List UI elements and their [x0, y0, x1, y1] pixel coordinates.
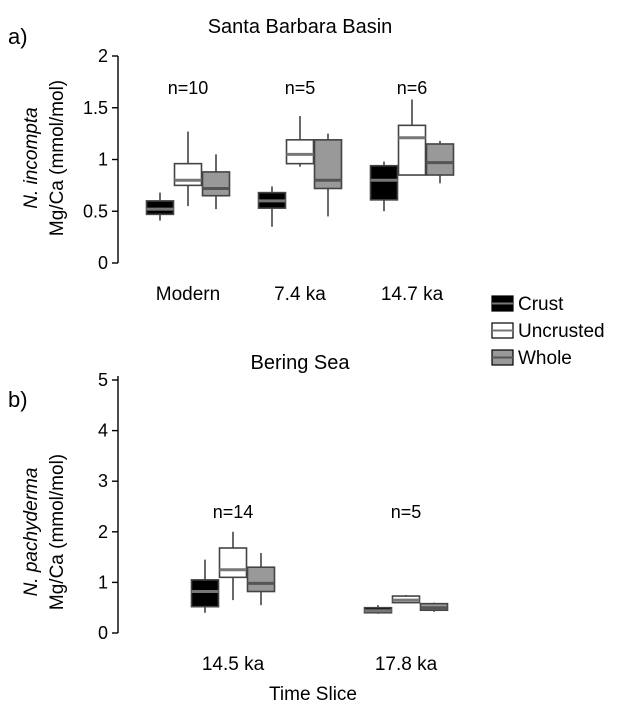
- box-whole-2: [425, 140, 455, 184]
- box-iqr: [369, 164, 399, 201]
- box-crust-1: [257, 186, 287, 227]
- legend-label-crust: Crust: [518, 294, 564, 315]
- n-label: n=5: [285, 78, 316, 98]
- box-crust-2: [369, 161, 399, 212]
- panel-a-ylabel-species: N. incompta: [21, 107, 42, 208]
- panel-b-xlabel: Time Slice: [269, 684, 357, 705]
- y-tick-label: 2: [98, 522, 108, 542]
- box-whole-1: [313, 133, 343, 217]
- box-iqr: [173, 162, 203, 187]
- box-iqr: [218, 547, 248, 579]
- box-iqr: [425, 143, 455, 176]
- y-tick-label: 4: [98, 421, 108, 441]
- box-whole-0: [246, 553, 276, 606]
- panel-b-ylabel-unit: Mg/Ca (mmol/mol): [47, 454, 68, 610]
- y-tick-label: 1: [98, 150, 108, 170]
- box-uncrusted-1: [391, 595, 421, 604]
- panel-b-boxes: [190, 531, 449, 614]
- y-tick-label: 0.5: [83, 201, 108, 221]
- box-crust-1: [363, 605, 393, 614]
- y-tick-label: 2: [98, 46, 108, 66]
- panel-a-n-labels: n=10 n=5 n=6: [168, 78, 428, 98]
- x-category-label: Modern: [156, 284, 220, 305]
- y-tick-label: 0: [98, 623, 108, 643]
- legend: Crust Uncrusted Whole: [491, 294, 605, 369]
- panel-a-boxes: [145, 99, 455, 227]
- x-category-label: 17.8 ka: [375, 654, 438, 675]
- box-crust-0: [190, 559, 220, 613]
- legend-label-uncrusted: Uncrusted: [518, 321, 605, 342]
- panel-a-label: a): [8, 24, 28, 49]
- box-uncrusted-0: [218, 531, 248, 601]
- panel-b-title: Bering Sea: [251, 352, 351, 374]
- panel-b: b) Bering Sea N. pachyderma Mg/Ca (mmol/…: [8, 352, 449, 705]
- box-uncrusted-0: [173, 131, 203, 207]
- y-tick-label: 1.5: [83, 98, 108, 118]
- box-iqr: [201, 171, 231, 197]
- box-crust-0: [145, 192, 175, 221]
- panel-b-y-ticks: 0 1 2 3 4 5: [98, 370, 118, 643]
- x-category-label: 7.4 ka: [274, 284, 326, 305]
- n-label: n=10: [168, 78, 209, 98]
- panel-a: a) Santa Barbara Basin N. incompta Mg/Ca…: [8, 16, 455, 305]
- panel-a-ylabel-unit: Mg/Ca (mmol/mol): [47, 80, 68, 236]
- box-iqr: [285, 139, 315, 165]
- box-iqr: [397, 124, 427, 176]
- box-iqr: [246, 566, 276, 593]
- legend-label-whole: Whole: [518, 348, 572, 369]
- panel-b-ylabel-species: N. pachyderma: [21, 468, 42, 597]
- panel-b-x-categories: 14.5 ka 17.8 ka: [202, 654, 438, 675]
- box-uncrusted-1: [285, 116, 315, 167]
- n-label: n=6: [397, 78, 428, 98]
- panel-a-y-ticks: 0 0.5 1 1.5 2: [83, 46, 118, 273]
- y-tick-label: 3: [98, 471, 108, 491]
- panel-b-label: b): [8, 387, 28, 412]
- y-tick-label: 5: [98, 370, 108, 390]
- legend-item-uncrusted: Uncrusted: [491, 321, 605, 342]
- y-tick-label: 0: [98, 253, 108, 273]
- n-label: n=14: [213, 502, 254, 522]
- legend-item-crust: Crust: [491, 294, 564, 315]
- box-whole-1: [419, 602, 449, 612]
- box-iqr: [190, 579, 220, 608]
- panel-a-title: Santa Barbara Basin: [208, 16, 393, 38]
- box-uncrusted-2: [397, 99, 427, 176]
- box-whole-0: [201, 154, 231, 210]
- panel-b-n-labels: n=14 n=5: [213, 502, 422, 522]
- n-label: n=5: [391, 502, 422, 522]
- box-iqr: [145, 200, 175, 216]
- x-category-label: 14.7 ka: [381, 284, 444, 305]
- x-category-label: 14.5 ka: [202, 654, 265, 675]
- panel-a-x-categories: Modern 7.4 ka 14.7 ka: [156, 284, 444, 305]
- y-tick-label: 1: [98, 572, 108, 592]
- legend-item-whole: Whole: [491, 348, 572, 369]
